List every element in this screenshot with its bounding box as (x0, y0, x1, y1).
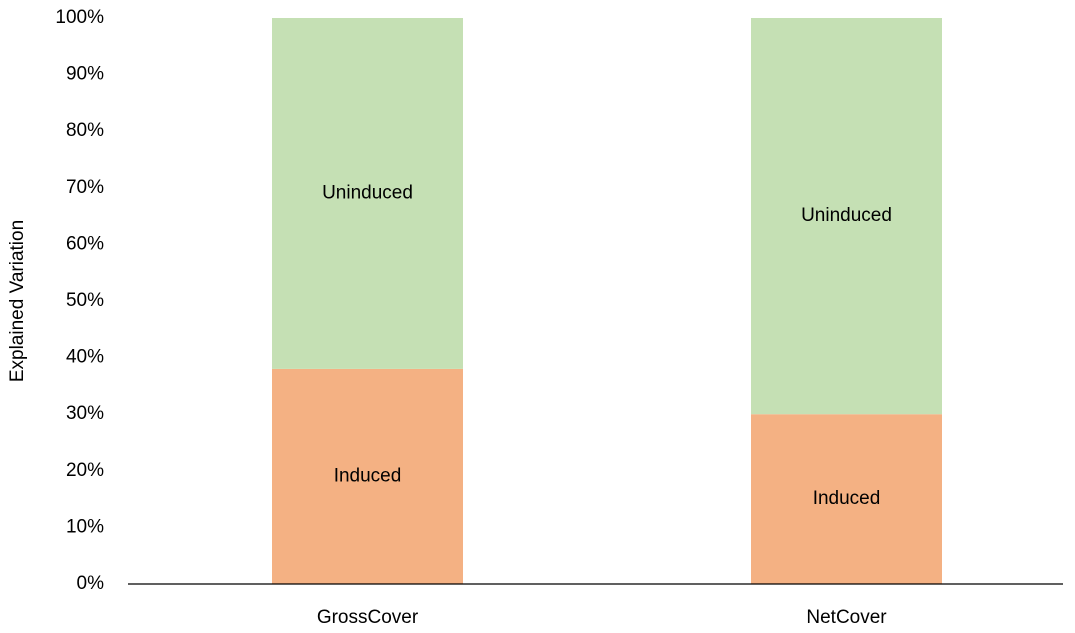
segment-label: Uninduced (322, 182, 413, 203)
y-axis-title: Explained Variation (7, 220, 28, 382)
bar-segment (751, 414, 942, 584)
y-tick-label: 90% (66, 64, 104, 85)
y-tick-label: 80% (66, 120, 104, 141)
y-tick-label: 70% (66, 177, 104, 198)
y-tick-label: 30% (66, 403, 104, 424)
segment-label: Induced (334, 465, 402, 486)
y-tick-label: 60% (66, 233, 104, 254)
y-tick-label: 50% (66, 290, 104, 311)
segment-label: Uninduced (801, 205, 892, 226)
y-tick-label: 20% (66, 460, 104, 481)
x-tick-label: NetCover (806, 607, 887, 628)
bar-segment (272, 368, 463, 584)
bar-segment (272, 18, 463, 369)
segment-label: Induced (813, 488, 881, 509)
y-tick-label: 100% (55, 7, 104, 28)
y-tick-label: 10% (66, 516, 104, 537)
y-tick-label: 40% (66, 347, 104, 368)
y-tick-label: 0% (77, 573, 105, 594)
x-tick-label: GrossCover (317, 607, 419, 628)
bar-segment (751, 18, 942, 415)
